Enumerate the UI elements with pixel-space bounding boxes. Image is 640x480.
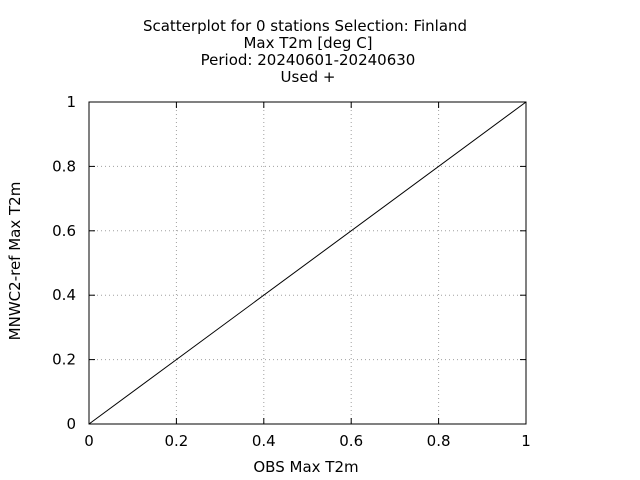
chart-title: Scatterplot for 0 stations Selection: Fi…	[143, 17, 467, 86]
plot-area-frame	[88, 101, 527, 425]
y-tick-label: 0.6	[52, 222, 76, 240]
x-axis-label: OBS Max T2m	[253, 458, 358, 476]
grid	[89, 102, 526, 424]
x-tick-label: 0	[84, 432, 94, 450]
y-tick-label: 0.8	[52, 157, 76, 175]
x-tick-label: 0.8	[427, 432, 451, 450]
y-axis-ticks: 0 0.2 0.4 0.6 0.8 1	[52, 93, 526, 433]
y-tick-label: 0	[66, 415, 76, 433]
x-tick-label: 0.4	[252, 432, 276, 450]
reference-line-group	[88, 101, 527, 425]
title-line-2: Max T2m [deg C]	[243, 34, 372, 52]
x-tick-label: 0.2	[164, 432, 188, 450]
x-tick-label: 0.6	[339, 432, 363, 450]
title-line-1: Scatterplot for 0 stations Selection: Fi…	[143, 17, 467, 35]
title-line-3: Period: 20240601-20240630	[201, 51, 416, 69]
y-tick-label: 1	[66, 93, 76, 111]
y-tick-label: 0.2	[52, 351, 76, 369]
x-axis-ticks: 0 0.2 0.4 0.6 0.8 1	[84, 102, 531, 450]
x-tick-label: 1	[521, 432, 531, 450]
y-tick-label: 0.4	[52, 286, 76, 304]
y-axis-label: MNWC2-ref Max T2m	[6, 182, 24, 341]
title-line-4: Used +	[281, 68, 336, 86]
identity-reference-line	[88, 101, 527, 425]
